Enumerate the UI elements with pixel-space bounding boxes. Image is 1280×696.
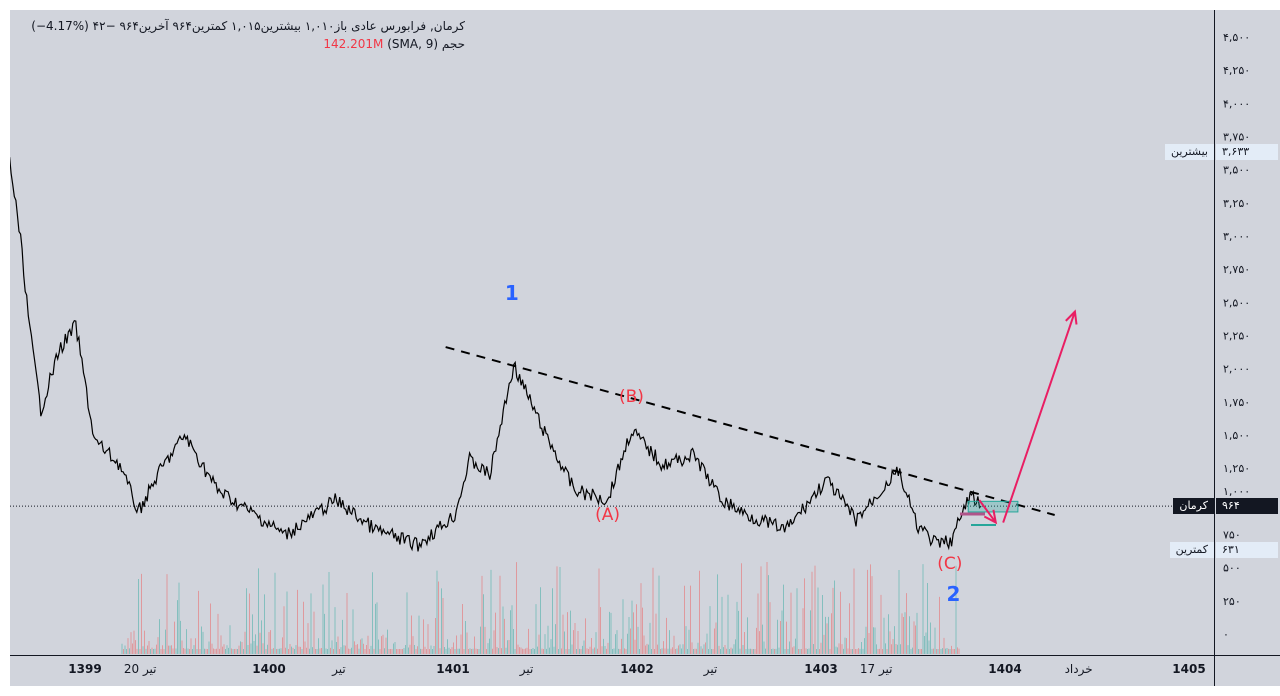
arrow-up — [1002, 311, 1076, 523]
price-tick-label: ۴,۰۰۰ — [1223, 97, 1250, 110]
time-tick-label: 17 تیر — [860, 662, 893, 677]
chart-canvas[interactable]: ۰ ۲۵۰ ۵۰۰ ۷۵۰ ۱,۰۰۰ ۱,۲۵۰ ۱,۵۰۰ ۱,۷۵۰ ۲,۰۰۰ ۲,۲۵۰… — [10, 10, 1280, 686]
price-tick-label: ۳,۰۰۰ — [1223, 230, 1250, 243]
low-value: ۹۶۴ — [172, 19, 192, 33]
change-value: −۴۲ — [92, 19, 116, 33]
price-tick-label: ۱,۵۰۰ — [1223, 429, 1250, 442]
arrow-down — [978, 499, 997, 524]
price-tick-label: ۰ — [1223, 628, 1229, 641]
time-tick-label: تیر — [519, 662, 534, 677]
price-tick-label: ۵۰۰ — [1223, 562, 1241, 575]
trendline — [445, 346, 1055, 516]
last-price-label-tag: کرمان — [1173, 498, 1214, 515]
volume-indicator: (SMA, 9) — [387, 37, 439, 51]
price-tick-label: ۱,۰۰۰ — [1223, 485, 1250, 498]
time-tick-label: 1405 — [1172, 662, 1205, 676]
price-tick-label: ۳,۵۰۰ — [1223, 164, 1250, 177]
price-tick-label: ۳,۷۵۰ — [1223, 130, 1250, 143]
high-value: ۱,۰۱۵ — [231, 19, 261, 33]
price-tick-label: ۲۵۰ — [1223, 595, 1241, 608]
time-tick-label: تیر — [331, 662, 346, 677]
low-price-label-tag: کمترین — [1169, 542, 1214, 559]
time-tick-label: 1404 — [988, 662, 1021, 676]
ohlc-line: کرمان, فرابورس عادی باز۱,۰۱۰ بیشترین۱,۰۱… — [20, 17, 465, 35]
close-value: ۹۶۴ — [119, 19, 139, 33]
wave-label: 2 — [947, 582, 961, 606]
time-tick-label: 20 تیر — [124, 662, 157, 677]
close-label: آخرین — [138, 19, 169, 33]
time-tick-label: تیر — [703, 662, 718, 677]
open-value: ۱,۰۱۰ — [304, 19, 335, 33]
price-tick-label: ۲,۰۰۰ — [1223, 363, 1250, 376]
price-tick-label: ۷۵۰ — [1223, 528, 1241, 541]
price-tick-label: ۴,۲۵۰ — [1223, 64, 1250, 77]
wave-label: (B) — [619, 387, 644, 407]
low-price-label-value: ۶۳۱ — [1216, 542, 1278, 559]
price-tick-label: ۲,۵۰۰ — [1223, 296, 1250, 309]
price-tick-label: ۴,۵۰۰ — [1223, 31, 1250, 44]
high-label: بیشترین — [260, 19, 302, 33]
price-line — [10, 157, 982, 552]
high-price-label-value: ۳,۶۳۳ — [1216, 144, 1278, 160]
arrow-up-head — [1065, 309, 1078, 325]
high-price-label-tag: بیشترین — [1164, 144, 1214, 160]
wave-label: (C) — [937, 554, 962, 574]
volume-line: حجم (SMA, 9) 142.201M — [20, 35, 465, 53]
volume-value: 142.201M — [323, 37, 384, 51]
time-tick-label: 1399 — [68, 662, 101, 676]
price-tick-label: ۲,۲۵۰ — [1223, 329, 1250, 342]
open-label: باز — [334, 19, 348, 33]
change-pct: (−4.17%) — [31, 19, 89, 33]
volume-label: حجم — [441, 37, 465, 51]
time-tick-label: 1403 — [804, 662, 837, 676]
time-tick-label: 1400 — [252, 662, 285, 676]
price-tick-label: ۱,۷۵۰ — [1223, 396, 1250, 409]
time-tick-label: خرداد — [1065, 662, 1093, 677]
symbol: کرمان, فرابورس عادی — [351, 19, 465, 33]
low-label: کمترین — [191, 19, 228, 33]
chart-frame[interactable]: ۰ ۲۵۰ ۵۰۰ ۷۵۰ ۱,۰۰۰ ۱,۲۵۰ ۱,۵۰۰ ۱,۷۵۰ ۲,۰۰۰ ۲,۲۵۰… — [10, 10, 1280, 686]
time-tick-label: 1402 — [620, 662, 653, 676]
wave-label: (A) — [595, 505, 620, 525]
price-tick-label: ۲,۷۵۰ — [1223, 263, 1250, 276]
price-tick-label: ۱,۲۵۰ — [1223, 462, 1250, 475]
legend: کرمان, فرابورس عادی باز۱,۰۱۰ بیشترین۱,۰۱… — [20, 17, 465, 53]
price-tick-label: ۳,۲۵۰ — [1223, 197, 1250, 210]
wave-label: 1 — [505, 281, 519, 305]
last-price-label-value: ۹۶۴ — [1216, 498, 1278, 515]
arrow-down-head — [983, 509, 998, 525]
time-tick-label: 1401 — [436, 662, 469, 676]
price-axis — [1215, 10, 1280, 686]
